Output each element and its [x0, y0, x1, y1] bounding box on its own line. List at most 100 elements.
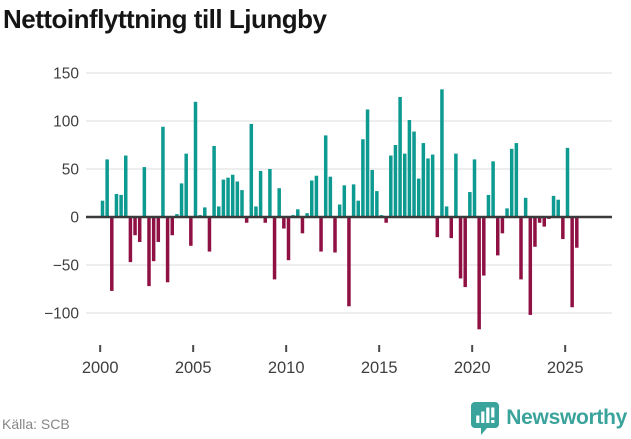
bar — [207, 217, 212, 252]
bar — [268, 169, 272, 217]
bar — [254, 206, 258, 217]
source-label: Källa: SCB — [2, 416, 70, 432]
bar — [523, 197, 528, 217]
x-tick-label: 2025 — [547, 359, 584, 377]
bar — [230, 174, 235, 217]
bar — [551, 195, 556, 217]
bar — [161, 126, 165, 217]
bar — [365, 109, 370, 217]
bar — [389, 155, 393, 217]
bar — [482, 217, 486, 276]
bar — [570, 217, 574, 308]
bar — [203, 207, 207, 217]
bar — [575, 217, 579, 248]
bar — [440, 89, 444, 217]
bar-chart-badge-icon — [471, 402, 500, 435]
bar — [319, 217, 323, 252]
bar — [226, 177, 230, 217]
bar — [463, 217, 467, 288]
bar — [277, 188, 281, 217]
bar — [184, 153, 188, 217]
bar — [556, 199, 560, 217]
bar — [137, 217, 142, 242]
bar-chart-plot: 150 100 50 0 −50 −100 2000 2005 2010 2015 2020 2025 — [44, 66, 612, 377]
bar — [500, 217, 505, 234]
bar — [286, 217, 291, 261]
brand-name: Newsworthy — [506, 406, 627, 429]
bar — [114, 193, 119, 217]
bar — [426, 158, 430, 217]
x-tick-label: 2005 — [175, 359, 212, 377]
x-axis: 2000 2005 2010 2015 2020 2025 — [82, 345, 584, 377]
bar — [333, 217, 337, 253]
bar — [533, 217, 537, 247]
bar — [435, 217, 440, 238]
bar — [565, 147, 570, 217]
bar — [468, 192, 472, 217]
bar — [491, 161, 495, 217]
bar — [505, 208, 509, 217]
bar — [514, 143, 519, 217]
bar — [393, 145, 398, 217]
bar — [328, 176, 333, 217]
y-tick-label: 0 — [70, 210, 79, 227]
bar — [398, 97, 402, 217]
bar — [175, 214, 179, 217]
bar — [342, 185, 347, 217]
bar — [305, 213, 309, 217]
bar — [323, 135, 328, 217]
bar — [282, 217, 286, 229]
bar — [147, 217, 151, 287]
bar — [444, 206, 449, 217]
bar — [165, 217, 170, 283]
bar — [370, 169, 374, 217]
x-tick-label: 2015 — [361, 359, 398, 377]
bar — [235, 181, 240, 217]
y-axis-labels: 150 100 50 0 −50 −100 — [44, 66, 79, 323]
bar — [128, 217, 133, 263]
bar — [314, 175, 319, 217]
bar — [361, 139, 365, 217]
bar — [124, 155, 128, 217]
x-tick-label: 2000 — [82, 359, 119, 377]
y-tick-label: 50 — [62, 162, 80, 179]
bar — [384, 217, 388, 223]
bar — [472, 159, 477, 217]
bar — [519, 217, 523, 280]
bar — [272, 217, 277, 280]
bar — [477, 217, 481, 330]
bar — [217, 206, 221, 217]
bar — [351, 184, 356, 217]
bar — [193, 101, 198, 217]
bar — [310, 180, 314, 217]
bar — [100, 200, 105, 217]
bar — [244, 217, 249, 223]
y-tick-label: −100 — [44, 306, 79, 323]
bar — [119, 194, 123, 217]
bar — [375, 191, 379, 217]
bar — [221, 179, 226, 217]
bar — [496, 217, 500, 256]
bar — [156, 217, 161, 242]
bar — [189, 217, 193, 246]
bar — [296, 209, 300, 217]
bar — [170, 217, 174, 236]
bar — [403, 153, 407, 217]
bar — [249, 123, 254, 217]
gridlines — [86, 72, 612, 314]
y-tick-label: 100 — [53, 114, 79, 131]
bar — [416, 178, 421, 217]
bar — [412, 131, 416, 217]
bars — [100, 89, 579, 330]
bar — [561, 217, 565, 240]
bar — [258, 170, 263, 217]
bar — [537, 217, 542, 223]
y-tick-label: 150 — [53, 66, 79, 83]
bar — [542, 217, 546, 227]
bar — [151, 217, 156, 262]
bar — [458, 217, 463, 279]
bar — [263, 217, 267, 223]
bar — [454, 153, 458, 217]
bar — [133, 217, 137, 236]
